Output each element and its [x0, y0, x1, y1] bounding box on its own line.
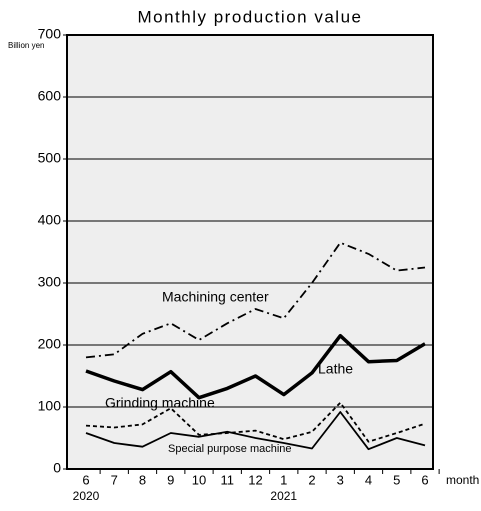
- series-line: [85, 333, 426, 400]
- x-tick-label: 1: [280, 472, 287, 487]
- y-unit: Billion yen: [8, 41, 44, 50]
- series-line: [85, 411, 426, 451]
- plot-frame: [66, 34, 434, 470]
- chart-title: Monthly production value: [137, 7, 362, 26]
- plot-background: [67, 35, 433, 469]
- x-tick-label: 6: [82, 472, 89, 487]
- series-label: Lathe: [318, 361, 353, 377]
- y-tick-label: 200: [38, 336, 62, 352]
- year-label: 2020: [73, 489, 100, 503]
- x-tick-label: 10: [192, 472, 206, 487]
- y-tick-label: 0: [53, 460, 61, 476]
- x-tick-label: 5: [393, 472, 400, 487]
- series-label: Special purpose machine: [168, 443, 292, 455]
- x-tick-label: 3: [337, 472, 344, 487]
- y-tick-label: 700: [38, 26, 62, 42]
- series-label: Machining center: [162, 289, 269, 305]
- x-tick-label: 7: [111, 472, 118, 487]
- y-tick-label: 500: [38, 150, 62, 166]
- year-label: 2021: [270, 489, 297, 503]
- y-tick-label: 300: [38, 274, 62, 290]
- y-tick-label: 100: [38, 398, 62, 414]
- x-tick-label: 12: [248, 472, 262, 487]
- y-tick-label: 600: [38, 88, 62, 104]
- series-line: [85, 241, 426, 359]
- x-tick-label: 9: [167, 472, 174, 487]
- x-tick-label: 6: [421, 472, 428, 487]
- x-tick-label: 4: [365, 472, 372, 487]
- x-tick-label: 8: [139, 472, 146, 487]
- x-axis-label: month: [446, 473, 479, 487]
- series-line: [85, 401, 426, 443]
- x-tick-label: 2: [308, 472, 315, 487]
- series-label: Grinding machine: [105, 395, 215, 411]
- x-tick-label: 11: [221, 472, 235, 487]
- y-tick-label: 400: [38, 212, 62, 228]
